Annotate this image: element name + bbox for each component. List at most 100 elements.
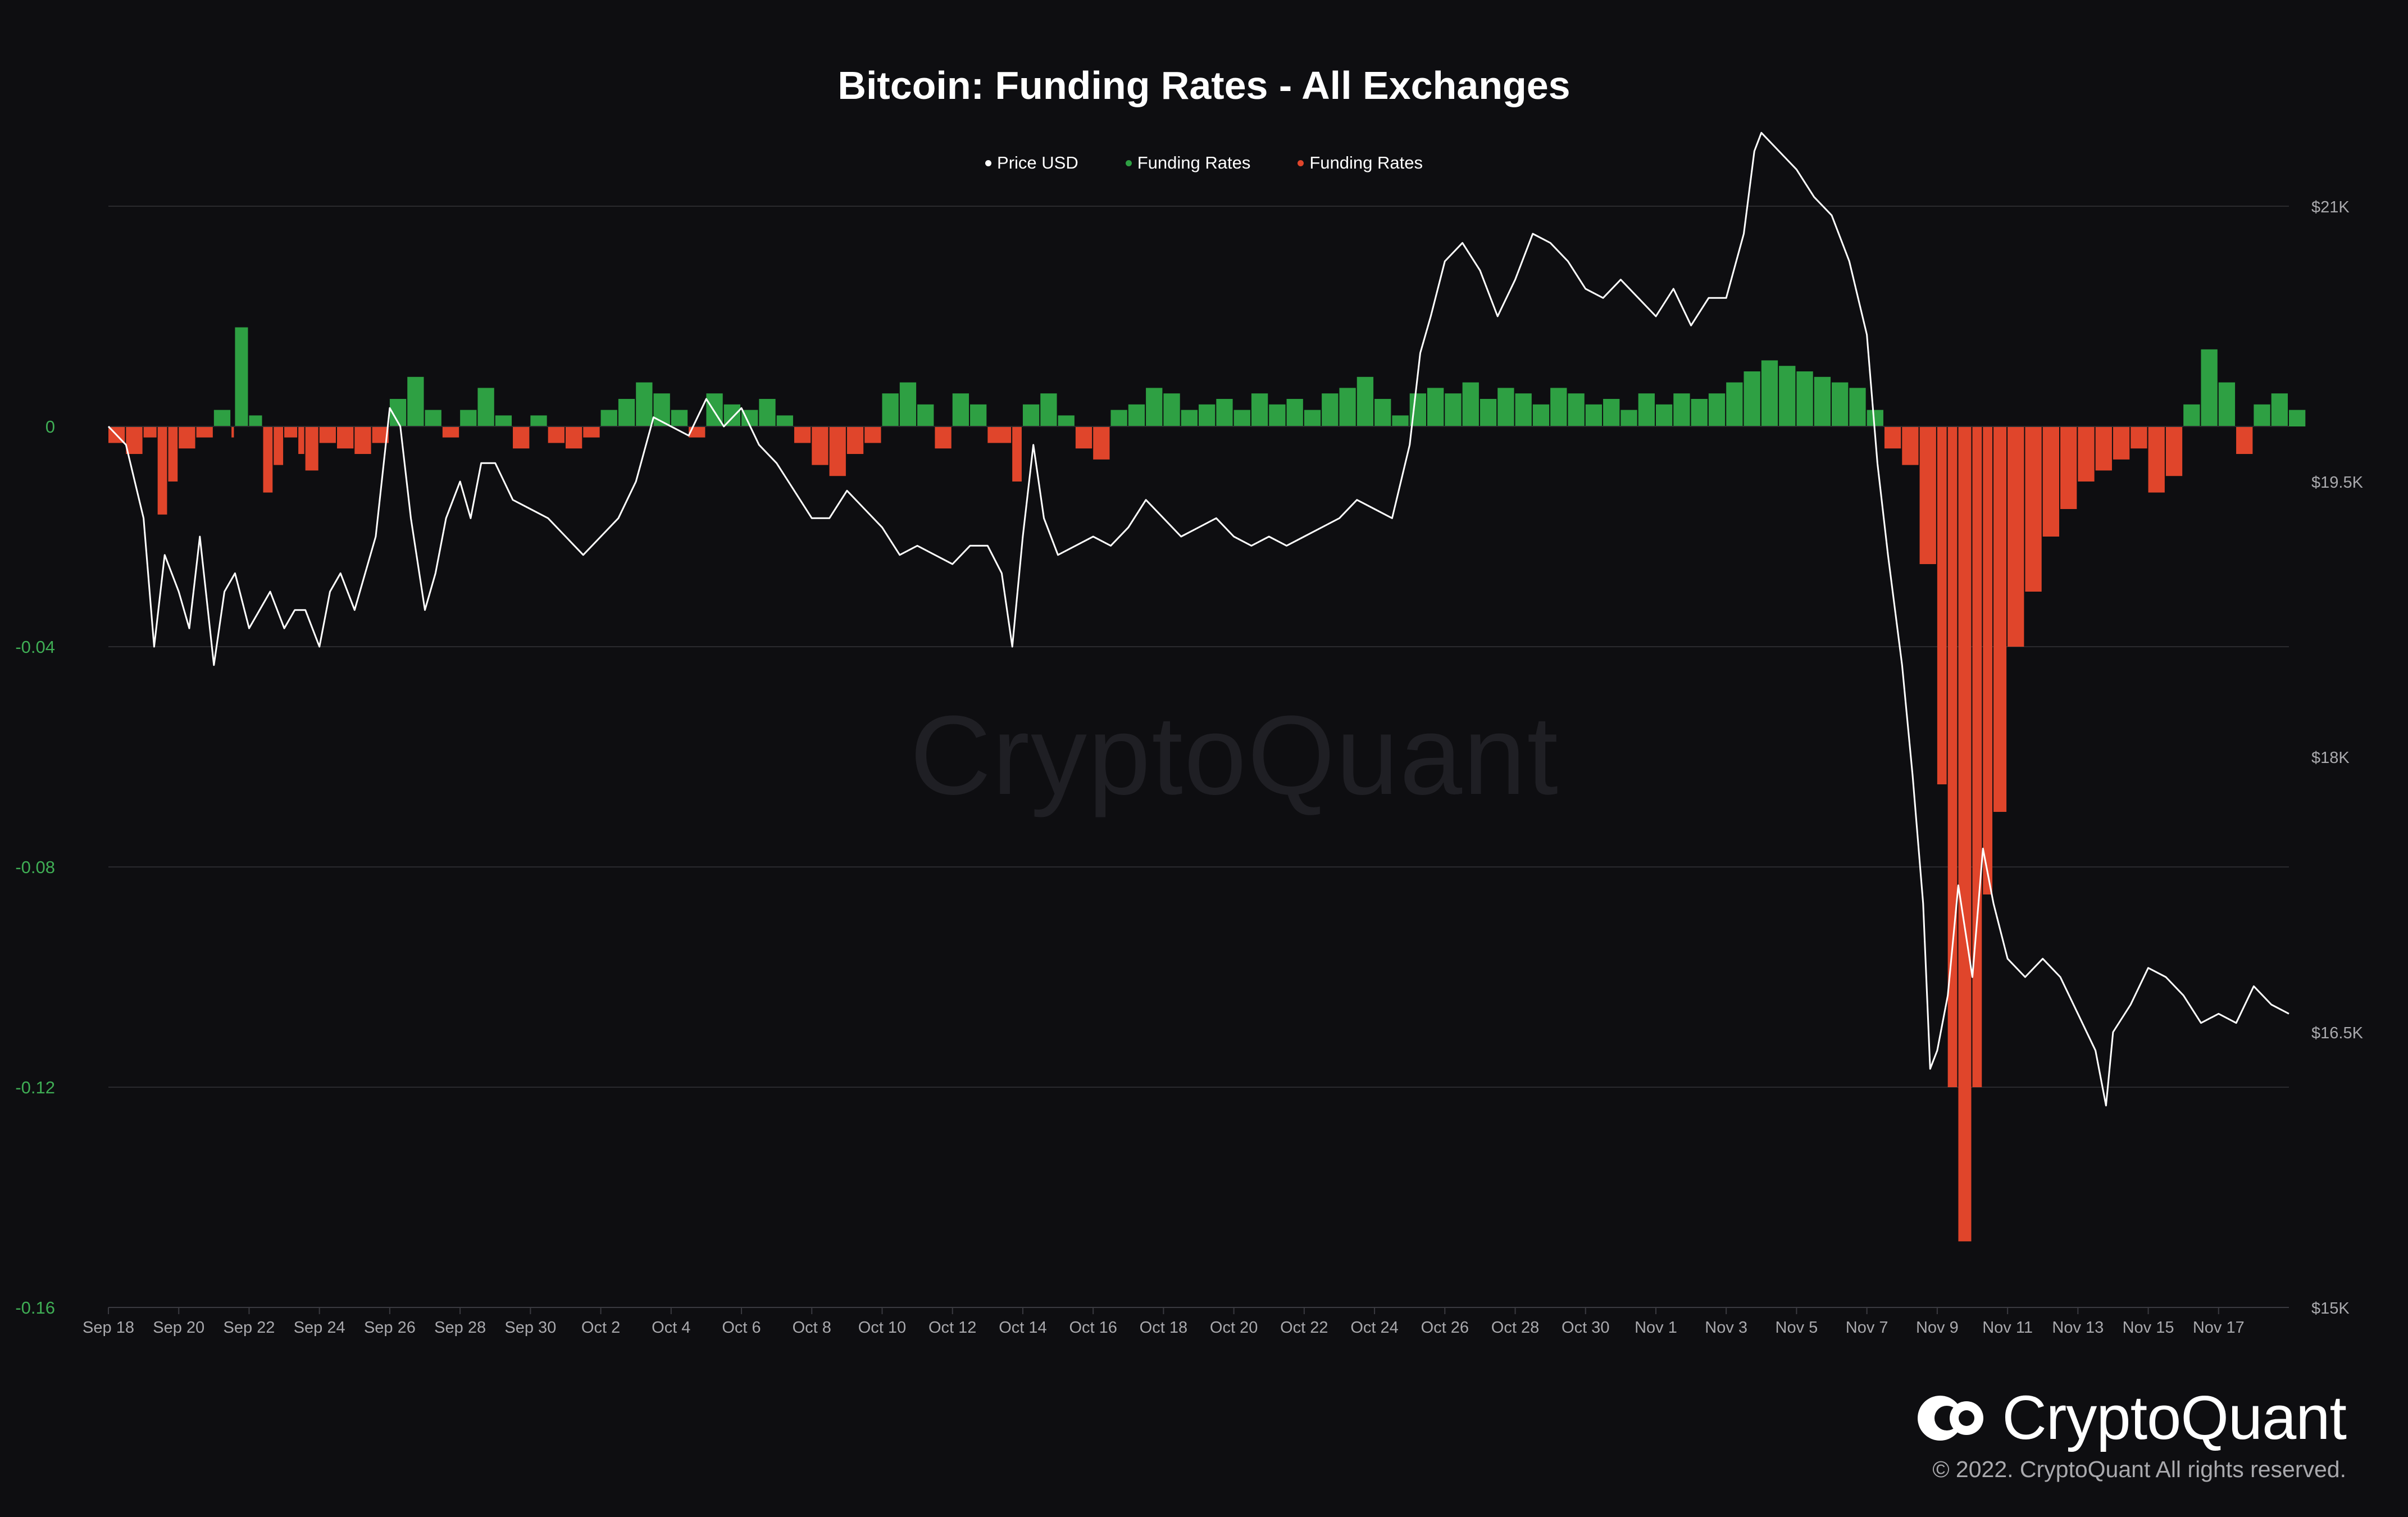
funding-bar-negative <box>1902 426 1919 465</box>
legend-item-funding-positive[interactable]: Funding Rates <box>1125 153 1251 173</box>
brand: CryptoQuant <box>1913 1382 2347 1454</box>
funding-bar-negative <box>2060 426 2077 509</box>
funding-bar-positive <box>1532 404 1550 426</box>
funding-bar-positive <box>1128 404 1145 426</box>
funding-bar-positive <box>1744 371 1760 426</box>
funding-bar-positive <box>1216 399 1233 426</box>
funding-bar-positive <box>1181 410 1198 426</box>
x-tick-label: Nov 13 <box>2052 1319 2104 1337</box>
funding-bar-positive <box>1867 410 1883 426</box>
funding-bar-positive <box>1022 404 1040 426</box>
x-tick-label: Oct 6 <box>722 1319 761 1337</box>
legend-label-price: Price USD <box>997 153 1078 172</box>
funding-bar-positive <box>477 388 494 426</box>
y-right-tick-label: $16.5K <box>2311 1024 2364 1042</box>
funding-bar-negative <box>864 426 881 443</box>
funding-bar-positive <box>1445 393 1462 426</box>
funding-bar-positive <box>1163 393 1180 426</box>
x-tick-label: Oct 2 <box>581 1319 620 1337</box>
funding-bar-positive <box>1568 393 1585 426</box>
funding-bar-negative <box>336 426 354 449</box>
x-tick-label: Oct 26 <box>1421 1319 1469 1337</box>
funding-bar-positive <box>882 393 899 426</box>
funding-bar-negative <box>263 426 273 493</box>
funding-bar-negative <box>179 426 195 449</box>
funding-bar-positive <box>952 393 969 426</box>
funding-bar-negative <box>548 426 565 443</box>
funding-bar-positive <box>1638 393 1655 426</box>
funding-bar-positive <box>1814 376 1831 426</box>
x-tick-label: Nov 5 <box>1776 1319 1818 1337</box>
funding-bar-negative <box>298 426 304 454</box>
funding-bar-positive <box>1357 376 1374 426</box>
x-tick-label: Sep 22 <box>223 1319 275 1337</box>
funding-bar-negative <box>2165 426 2183 476</box>
x-tick-label: Nov 7 <box>1846 1319 1888 1337</box>
funding-bar-positive <box>2254 404 2270 426</box>
x-tick-label: Oct 18 <box>1140 1319 1187 1337</box>
funding-bar-negative <box>829 426 846 476</box>
funding-bar-negative <box>2025 426 2042 592</box>
funding-bar-positive <box>1673 393 1690 426</box>
funding-bar-positive <box>1462 382 1479 426</box>
funding-bar-negative <box>1919 426 1936 564</box>
funding-bar-positive <box>1655 404 1673 426</box>
funding-bar-positive <box>759 399 776 426</box>
funding-bar-positive <box>776 415 793 426</box>
funding-bar-positive <box>495 415 512 426</box>
funding-bar-negative <box>2042 426 2060 537</box>
funding-bar-negative <box>583 426 600 438</box>
y-left-tick-label: -0.08 <box>15 857 55 877</box>
x-tick-label: Oct 22 <box>1280 1319 1328 1337</box>
funding-bar-positive <box>1233 410 1250 426</box>
legend-item-price[interactable]: Price USD <box>985 153 1078 173</box>
funding-bar-negative <box>2008 426 2024 647</box>
funding-bar-positive <box>1322 393 1339 426</box>
funding-bar-positive <box>618 399 635 426</box>
funding-bar-positive <box>1374 399 1391 426</box>
funding-bar-negative <box>1937 426 1947 784</box>
funding-bar-positive <box>2183 404 2200 426</box>
funding-bar-positive <box>1515 393 1532 426</box>
funding-bar-positive <box>1603 399 1620 426</box>
funding-bar-positive <box>1691 399 1708 426</box>
funding-bar-positive <box>1761 360 1778 426</box>
funding-bar-positive <box>1304 410 1321 426</box>
funding-bar-negative <box>274 426 284 465</box>
legend-label-funding-positive: Funding Rates <box>1137 153 1251 172</box>
funding-bar-negative <box>354 426 371 454</box>
funding-bar-positive <box>2289 410 2306 426</box>
x-tick-label: Sep 28 <box>434 1319 486 1337</box>
chart-title: Bitcoin: Funding Rates - All Exchanges <box>837 63 1571 107</box>
funding-bar-positive <box>235 327 248 426</box>
funding-bar-negative <box>143 426 157 438</box>
funding-bar-negative <box>126 426 143 454</box>
y-right-tick-label: $19.5K <box>2311 474 2364 492</box>
funding-bar-positive <box>425 410 441 426</box>
x-tick-label: Oct 24 <box>1350 1319 1398 1337</box>
funding-bar-positive <box>1058 415 1075 426</box>
funding-bar-negative <box>846 426 864 454</box>
y-left-tick-label: 0 <box>45 417 55 437</box>
funding-bar-negative <box>935 426 952 449</box>
funding-bar-positive <box>1251 393 1268 426</box>
legend-dot-funding-negative <box>1298 160 1304 166</box>
funding-bar-positive <box>1779 366 1796 426</box>
funding-bar-positive <box>1480 399 1497 426</box>
funding-bar-positive <box>917 404 934 426</box>
funding-bar-positive <box>1550 388 1567 426</box>
y-right-tick-label: $15K <box>2311 1300 2350 1318</box>
funding-bar-positive <box>1832 382 1849 426</box>
funding-bar-negative <box>987 426 1012 443</box>
x-tick-label: Oct 8 <box>793 1319 831 1337</box>
legend-item-funding-negative[interactable]: Funding Rates <box>1298 153 1423 173</box>
funding-bar-positive <box>1849 388 1866 426</box>
funding-bar-positive <box>213 410 231 426</box>
funding-bar-positive <box>1392 415 1409 426</box>
funding-bar-positive <box>1708 393 1726 426</box>
x-tick-label: Oct 20 <box>1210 1319 1258 1337</box>
x-tick-label: Sep 18 <box>83 1319 134 1337</box>
funding-bar-negative <box>168 426 178 482</box>
x-tick-label: Nov 11 <box>1982 1319 2033 1337</box>
